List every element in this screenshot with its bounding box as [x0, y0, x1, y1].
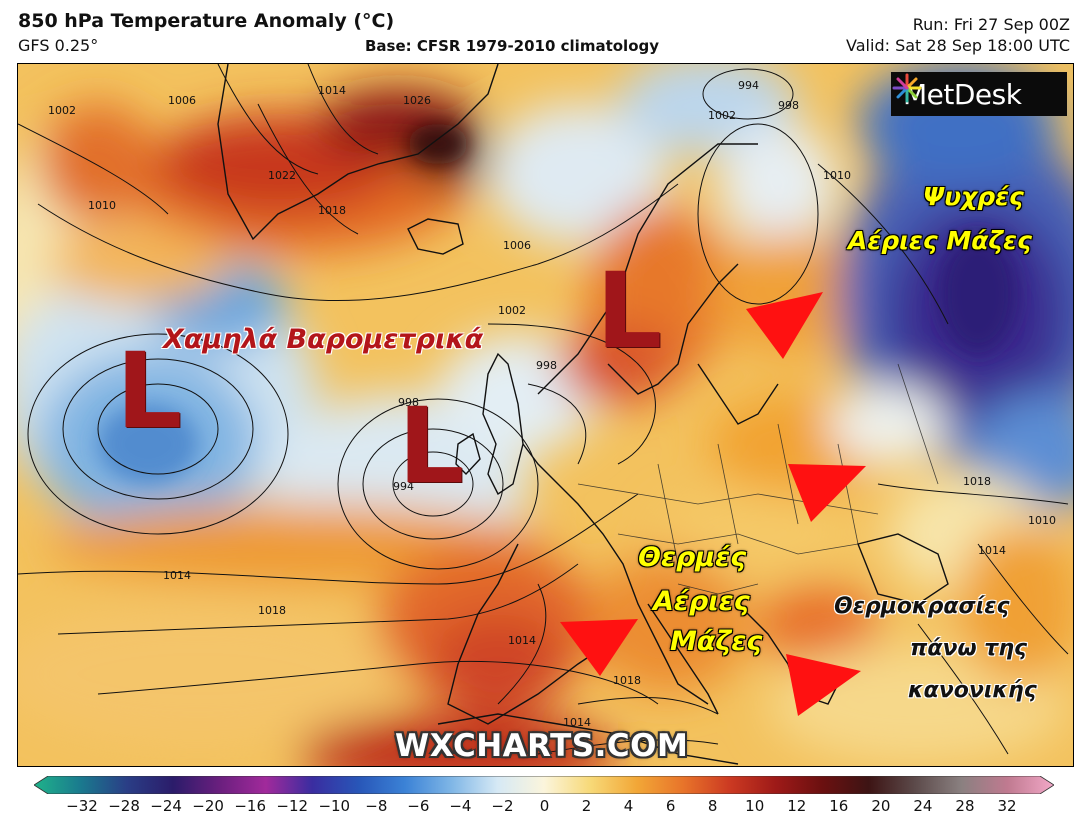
cold-air-annotation-line1: Ψυχρές	[923, 182, 1024, 211]
run-time-label: Run: Fri 27 Sep 00Z	[912, 15, 1070, 34]
isobar-label: 998	[398, 396, 419, 409]
isobar-label: 998	[778, 99, 799, 112]
warm-advection-arrows	[560, 292, 866, 716]
metdesk-logo: MetDesk	[891, 72, 1067, 116]
colorbar-tick-label: 10	[745, 797, 765, 815]
colorbar-tick-label: −28	[108, 797, 140, 815]
coastlines	[217, 64, 949, 765]
isobar-label: 1014	[508, 634, 536, 647]
colorbar-tick-label: 4	[623, 797, 634, 815]
isobar-label: 1022	[268, 169, 296, 182]
colorbar-tick-label: −12	[276, 797, 309, 815]
model-label: GFS 0.25°	[18, 36, 99, 55]
colorbar-tick-label: −16	[234, 797, 266, 815]
colorbar-tick-label: −10	[318, 797, 351, 815]
isobar-label: 1014	[978, 544, 1006, 557]
cold-air-annotation-line2: Αέριες Μάζες	[848, 226, 1032, 255]
isobar-labels: 1002 1006 1010 1014 1018 1022 1026 994 9…	[48, 79, 1056, 729]
isobar-label: 1014	[163, 569, 191, 582]
colorbar-tick-label: 24	[913, 797, 933, 815]
isobar-label: 1018	[318, 204, 346, 217]
isobar-label: 1010	[88, 199, 116, 212]
chart-title: 850 hPa Temperature Anomaly (°C)	[18, 10, 395, 32]
isobar-label: 1018	[258, 604, 286, 617]
colorbar-tick-label: 2	[581, 797, 592, 815]
isobar-label: 994	[393, 480, 414, 493]
warm-air-annotation-line2: Αέριες	[653, 586, 750, 617]
colorbar-tick-label: −32	[66, 797, 98, 815]
isobar-label: 1006	[168, 94, 196, 107]
isobar-label: 1010	[1028, 514, 1056, 527]
low-pressure-marker: L	[398, 385, 465, 507]
isobar-label: 1018	[963, 475, 991, 488]
colorbar-tick-label: 32	[997, 797, 1017, 815]
colorbar-tick-label: 20	[871, 797, 891, 815]
arrow-marker	[560, 619, 638, 676]
colorbar-tick-label: 8	[707, 797, 718, 815]
colorbar-tick-label: −24	[150, 797, 182, 815]
metdesk-star-icon	[892, 73, 922, 103]
map-field: 1002 1006 1010 1014 1018 1022 1026 994 9…	[18, 64, 1073, 766]
above-normal-annotation-line1: Θερμοκρασίες	[834, 594, 1010, 619]
colorbar-tick-label: −20	[192, 797, 224, 815]
colorbar-tick-label: 12	[787, 797, 807, 815]
isobar-label: 1002	[498, 304, 526, 317]
warm-air-annotation-line1: Θερμές	[638, 542, 747, 573]
arrow-marker	[746, 292, 823, 359]
isobar-label: 1006	[503, 239, 531, 252]
above-normal-annotation-line2: πάνω της	[910, 636, 1028, 661]
metdesk-logo-text: MetDesk	[903, 77, 1022, 111]
temperature-anomaly-map: 1002 1006 1010 1014 1018 1022 1026 994 9…	[17, 63, 1074, 767]
valid-time-label: Valid: Sat 28 Sep 18:00 UTC	[846, 36, 1070, 55]
low-pressure-annotation: Χαμηλά Βαρομετρικά	[163, 324, 484, 355]
low-pressure-marker: L	[596, 250, 663, 372]
isobar-label: 1014	[563, 716, 591, 729]
isobar-label: 1002	[48, 104, 76, 117]
warm-air-annotation-line3: Μάζες	[670, 626, 763, 657]
above-normal-annotation-line3: κανονικής	[908, 678, 1037, 703]
base-climatology-label: Base: CFSR 1979-2010 climatology	[365, 37, 660, 55]
colorbar-gradient	[34, 776, 1054, 794]
wxcharts-watermark: WXCHARTS.COM	[395, 728, 689, 764]
colorbar-tick-label: 0	[539, 797, 550, 815]
isobar-label: 1018	[613, 674, 641, 687]
isobar-label: 1010	[823, 169, 851, 182]
colorbar-tick-label: 16	[829, 797, 849, 815]
isobar-label: 1014	[318, 84, 346, 97]
colorbar-tick-label: 6	[665, 797, 676, 815]
isobar-label: 1002	[708, 109, 736, 122]
low-pressure-marker: L	[116, 330, 183, 452]
colorbar	[34, 776, 1054, 794]
colorbar-tick-label: 28	[955, 797, 975, 815]
colorbar-tick-label: −8	[365, 797, 388, 815]
arrow-marker	[788, 464, 866, 522]
colorbar-tick-label: −2	[491, 797, 514, 815]
country-borders	[577, 363, 939, 595]
colorbar-tick-label: −4	[449, 797, 472, 815]
isobar-label: 1026	[403, 94, 431, 107]
isobar-label: 998	[536, 359, 557, 372]
colorbar-tick-label: −6	[407, 797, 430, 815]
isobar-label: 994	[738, 79, 759, 92]
arrow-marker	[786, 654, 861, 716]
